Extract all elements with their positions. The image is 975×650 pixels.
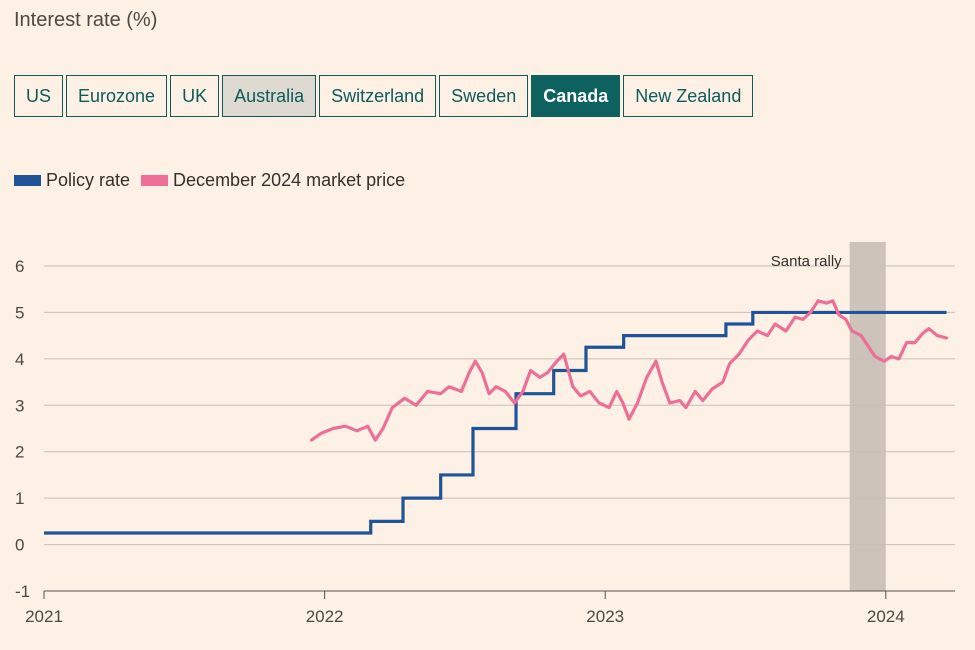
- santa-rally-label: Santa rally: [771, 253, 842, 270]
- y-tick-label: 6: [15, 257, 24, 276]
- santa-rally-band: [849, 242, 886, 591]
- legend-label-market-price: December 2024 market price: [173, 170, 406, 190]
- country-tabs: US Eurozone UK Australia Switzerland Swe…: [14, 75, 754, 117]
- legend-item-policy-rate: Policy rate: [14, 170, 130, 191]
- tab-label: Switzerland: [331, 85, 425, 106]
- tab-label: New Zealand: [635, 85, 742, 106]
- tab-label: UK: [182, 85, 208, 106]
- tab-us[interactable]: US: [14, 75, 64, 117]
- y-tick-label: 4: [15, 350, 24, 369]
- legend-swatch-policy-rate: [14, 175, 41, 186]
- x-tick-label: 2024: [867, 607, 905, 626]
- market-price-line: [309, 299, 949, 442]
- y-tick-label: 0: [15, 536, 24, 555]
- x-tick-label: 2021: [25, 607, 63, 626]
- tab-canada[interactable]: Canada: [531, 75, 621, 117]
- tab-switzerland[interactable]: Switzerland: [319, 75, 437, 117]
- y-tick-label: 2: [15, 443, 24, 462]
- chart-legend: Policy rate December 2024 market price: [14, 170, 416, 191]
- legend-swatch-market-price: [141, 175, 169, 186]
- tab-label: Eurozone: [78, 85, 156, 106]
- y-tick-label: -1: [15, 582, 30, 601]
- tab-uk[interactable]: UK: [170, 75, 220, 117]
- tab-new-zealand[interactable]: New Zealand: [623, 75, 754, 117]
- tab-eurozone[interactable]: Eurozone: [66, 75, 168, 117]
- x-tick-label: 2022: [306, 607, 344, 626]
- y-tick-label: 1: [15, 489, 24, 508]
- legend-label-policy-rate: Policy rate: [46, 170, 131, 190]
- legend-item-market-price: December 2024 market price: [141, 170, 405, 191]
- tab-label: Australia: [234, 85, 305, 106]
- tab-label: US: [26, 85, 52, 106]
- y-tick-label: 3: [15, 396, 24, 415]
- chart-title: Interest rate (%): [14, 9, 158, 31]
- tab-sweden[interactable]: Sweden: [439, 75, 529, 117]
- policy-rate-line: [44, 310, 947, 535]
- y-tick-label: 5: [15, 303, 24, 322]
- tab-label: Canada: [543, 85, 609, 106]
- x-tick-label: 2023: [586, 607, 624, 626]
- tab-australia[interactable]: Australia: [222, 75, 317, 117]
- tab-label: Sweden: [451, 85, 517, 106]
